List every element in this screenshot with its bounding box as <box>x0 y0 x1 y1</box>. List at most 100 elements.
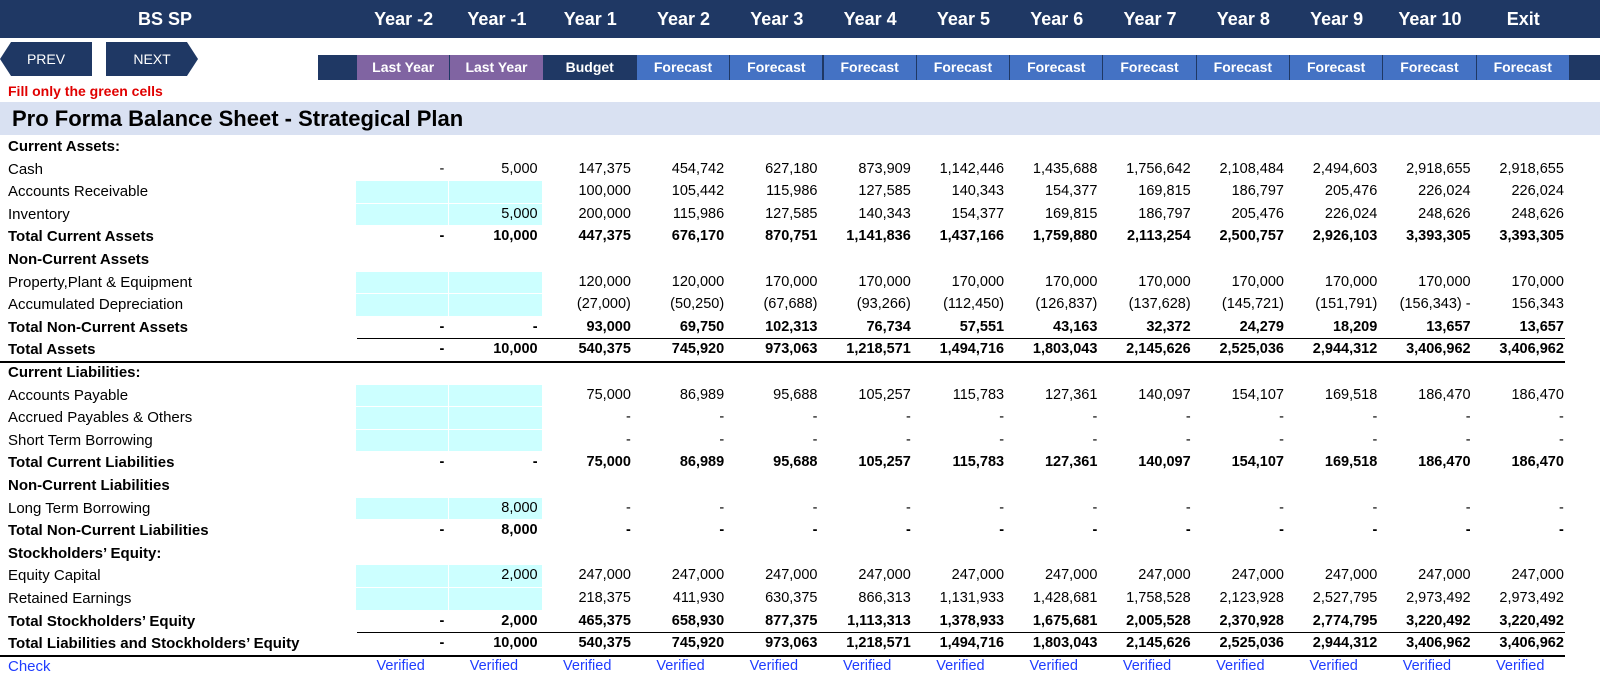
value-cell: 226,024 <box>1324 205 1378 222</box>
value-cell: - <box>439 522 445 539</box>
value-cell: 120,000 <box>671 273 725 290</box>
value-cell: 3,393,305 <box>1499 228 1564 245</box>
value-cell: 93,000 <box>586 318 631 335</box>
input-cell[interactable] <box>356 271 449 294</box>
value-cell: 2,926,103 <box>1312 228 1378 245</box>
value-cell: 745,920 <box>671 341 725 358</box>
value-cell: 1,803,043 <box>1032 341 1098 358</box>
value-cell: 169,518 <box>1324 386 1378 403</box>
input-cell[interactable] <box>356 407 449 429</box>
next-button[interactable]: NEXT <box>106 42 198 76</box>
period-type-label: Last Year <box>450 55 543 80</box>
total-top-rule <box>357 632 1565 634</box>
value-cell: (151,791) <box>1315 296 1378 313</box>
input-cell[interactable] <box>449 384 542 407</box>
row-label: Total Liabilities and Stockholders’ Equi… <box>8 635 300 653</box>
value-cell: 226,024 <box>1511 183 1564 200</box>
check-status: Verified <box>1402 657 1452 674</box>
value-cell: 75,000 <box>586 454 631 471</box>
input-cell[interactable] <box>356 181 449 203</box>
input-cell[interactable] <box>356 384 449 407</box>
value-cell: 2,973,492 <box>1406 590 1471 606</box>
period-type-label: Forecast <box>730 55 823 80</box>
check-status: Verified <box>376 657 425 674</box>
prev-button[interactable]: PREV <box>0 42 92 76</box>
value-cell: 3,393,305 <box>1406 228 1471 245</box>
value-cell: 866,313 <box>858 590 911 606</box>
value-cell: 247,000 <box>765 567 818 584</box>
value-cell: 100,000 <box>578 183 631 200</box>
value-cell: 247,000 <box>1044 567 1098 584</box>
value-cell: 1,759,880 <box>1032 228 1098 245</box>
value-cell: 247,000 <box>671 567 725 584</box>
value-cell: 247,000 <box>1418 567 1471 584</box>
value-cell: 186,470 <box>1418 386 1471 403</box>
value-cell: - <box>439 612 445 629</box>
period-type-label: Forecast <box>1290 55 1383 80</box>
value-cell: 156,343 <box>1511 296 1564 313</box>
value-cell: 154,107 <box>1231 386 1284 403</box>
value-cell: - <box>1279 499 1284 516</box>
value-cell: - <box>1372 431 1378 448</box>
input-cell[interactable] <box>449 588 542 610</box>
value-cell[interactable]: 2,000 <box>501 567 538 584</box>
value-cell: 247,000 <box>1138 567 1191 584</box>
value-cell: (112,450) <box>943 296 1005 313</box>
year-header: Year 2 <box>657 9 711 29</box>
input-cell[interactable] <box>449 271 542 294</box>
row-label: Accumulated Depreciation <box>8 296 184 314</box>
period-type-label: Forecast <box>1010 55 1103 80</box>
year-header: Year 3 <box>750 9 804 29</box>
period-type-label: Forecast <box>916 55 1010 80</box>
period-type-label: Forecast <box>636 55 730 80</box>
row-label: Total Current Liabilities <box>8 454 175 472</box>
value-cell: - <box>1559 431 1564 448</box>
row-label: Total Assets <box>8 341 96 359</box>
value-cell: 154,377 <box>1044 183 1098 200</box>
row-label: Accounts Payable <box>8 386 129 404</box>
input-cell[interactable] <box>356 294 449 316</box>
period-type-label: Budget <box>543 55 636 80</box>
value-cell: - <box>999 409 1005 426</box>
value-cell: 676,170 <box>671 228 725 245</box>
value-cell: (156,343) - <box>1399 296 1471 313</box>
value-cell: 10,000 <box>493 228 538 245</box>
section-heading: Current Assets: <box>8 138 120 155</box>
input-cell[interactable] <box>449 203 542 226</box>
value-cell: - <box>1185 409 1191 426</box>
value-cell: 8,000 <box>501 522 538 539</box>
value-cell[interactable]: 5,000 <box>501 205 538 222</box>
value-cell: - <box>439 341 445 358</box>
value-cell: - <box>1372 522 1378 539</box>
input-cell[interactable] <box>449 497 542 520</box>
value-cell: 2,113,254 <box>1126 228 1191 245</box>
input-cell[interactable] <box>356 565 449 587</box>
value-cell: 170,000 <box>1511 273 1564 290</box>
value-cell: 127,361 <box>1044 454 1098 471</box>
input-cell[interactable] <box>449 565 542 587</box>
value-cell: - <box>1465 431 1471 448</box>
value-cell: (126,837) <box>1035 296 1098 313</box>
value-cell: 226,024 <box>1418 183 1471 200</box>
input-cell[interactable] <box>356 497 449 520</box>
input-cell[interactable] <box>449 181 542 203</box>
value-cell: 186,470 <box>1511 454 1564 471</box>
input-cell[interactable] <box>449 429 542 452</box>
input-cell[interactable] <box>356 429 449 452</box>
value-cell: 169,518 <box>1324 454 1378 471</box>
value-cell: - <box>439 635 445 652</box>
value-cell: - <box>905 499 911 516</box>
value-cell[interactable]: 8,000 <box>501 499 538 516</box>
value-cell: 186,797 <box>1231 183 1284 200</box>
value-cell: 115,783 <box>952 386 1005 403</box>
input-cell[interactable] <box>356 203 449 226</box>
value-cell: 247,000 <box>1324 567 1378 584</box>
input-cell[interactable] <box>449 407 542 429</box>
value-cell: 69,750 <box>679 318 725 335</box>
value-cell: - <box>905 409 911 426</box>
input-cell[interactable] <box>449 294 542 316</box>
input-cell[interactable] <box>356 588 449 610</box>
value-cell: - <box>999 499 1005 516</box>
value-cell: 205,476 <box>1231 205 1284 222</box>
